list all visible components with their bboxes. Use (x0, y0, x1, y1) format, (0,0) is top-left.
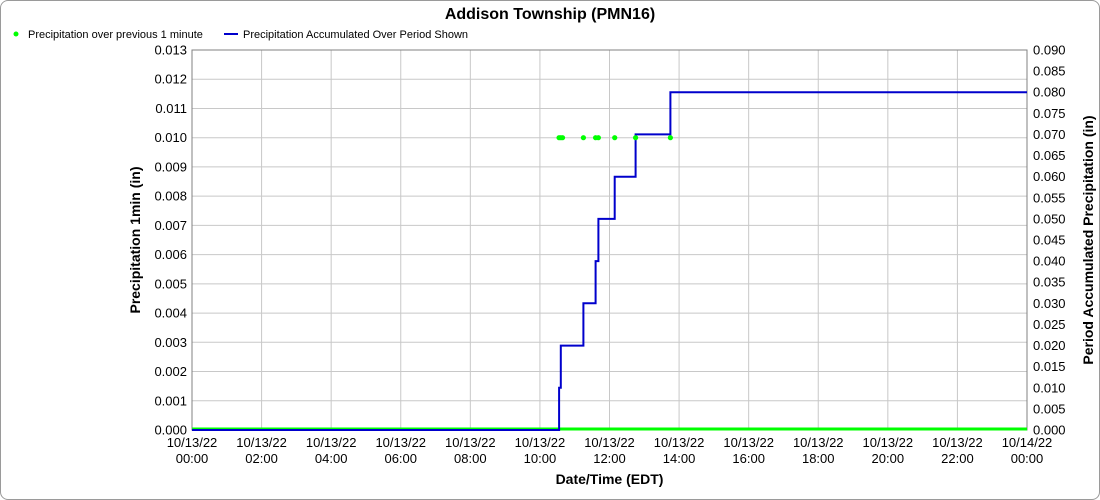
y-right-tick-4: 0.020 (1033, 338, 1066, 353)
x-tick-time-2: 04:00 (315, 451, 348, 466)
y-right-tick-18: 0.090 (1033, 43, 1066, 58)
y-right-tick-5: 0.025 (1033, 317, 1066, 332)
legend-label-1min: Precipitation over previous 1 minute (28, 29, 203, 41)
series-1min-point-5 (595, 135, 601, 141)
x-tick-time-7: 14:00 (663, 451, 696, 466)
y-left-tick-10: 0.010 (154, 130, 187, 145)
y-right-tick-14: 0.070 (1033, 127, 1066, 142)
y-left-tick-2: 0.002 (154, 364, 187, 379)
x-tick-time-5: 10:00 (524, 451, 557, 466)
x-tick-time-8: 16:00 (732, 451, 765, 466)
x-tick-date-10: 10/13/22 (863, 435, 914, 450)
y-left-tick-12: 0.012 (154, 72, 187, 87)
y-right-tick-3: 0.015 (1033, 359, 1066, 374)
x-tick-time-11: 22:00 (941, 451, 974, 466)
y-right-tick-16: 0.080 (1033, 85, 1066, 100)
y-left-tick-6: 0.006 (154, 247, 187, 262)
x-tick-time-4: 08:00 (454, 451, 487, 466)
x-tick-time-1: 02:00 (245, 451, 278, 466)
x-tick-date-1: 10/13/22 (236, 435, 287, 450)
y-left-tick-13: 0.013 (154, 43, 187, 58)
y-right-tick-15: 0.075 (1033, 106, 1066, 121)
series-1min-point-2 (559, 135, 566, 141)
x-tick-time-9: 18:00 (802, 451, 835, 466)
x-tick-time-6: 12:00 (593, 451, 626, 466)
x-tick-date-6: 10/13/22 (584, 435, 635, 450)
y-right-axis-title: Period Accumulated Precipitation (in) (1080, 115, 1096, 364)
y-left-tick-8: 0.008 (154, 189, 187, 204)
x-axis-title: Date/Time (EDT) (556, 471, 664, 487)
y-right-tick-17: 0.085 (1033, 64, 1066, 79)
y-left-tick-11: 0.011 (155, 101, 187, 116)
series-accumulated-line (192, 91, 1027, 431)
y-right-tick-13: 0.065 (1033, 148, 1066, 163)
y-right-tick-7: 0.035 (1033, 275, 1066, 290)
chart-title: Addison Township (PMN16) (445, 6, 655, 23)
series-1min-point-7 (632, 135, 639, 141)
series-1min-point-3 (580, 135, 587, 141)
y-right-tick-11: 0.055 (1033, 190, 1066, 205)
x-tick-date-3: 10/13/22 (375, 435, 426, 450)
x-tick-date-0: 10/13/22 (167, 435, 218, 450)
y-right-tick-9: 0.045 (1033, 233, 1066, 248)
series-1min-point-6 (612, 135, 618, 141)
series-1min-point-8 (667, 135, 673, 141)
x-tick-date-4: 10/13/22 (445, 435, 496, 450)
y-left-tick-1: 0.001 (154, 393, 187, 408)
legend-label-accumulated: Precipitation Accumulated Over Period Sh… (243, 29, 468, 41)
x-tick-time-0: 00:00 (176, 451, 209, 466)
x-tick-date-11: 10/13/22 (932, 435, 983, 450)
x-tick-date-2: 10/13/22 (306, 435, 357, 450)
y-left-tick-5: 0.005 (154, 276, 187, 291)
x-tick-date-7: 10/13/22 (654, 435, 705, 450)
x-tick-time-10: 20:00 (872, 451, 905, 466)
y-right-tick-6: 0.030 (1033, 296, 1066, 311)
y-left-tick-7: 0.007 (154, 218, 187, 233)
y-left-tick-9: 0.009 (154, 159, 187, 174)
x-tick-time-3: 06:00 (384, 451, 417, 466)
y-left-tick-3: 0.003 (154, 335, 187, 350)
y-right-tick-1: 0.005 (1033, 401, 1066, 416)
y-right-tick-8: 0.040 (1033, 254, 1066, 269)
x-tick-date-9: 10/13/22 (793, 435, 844, 450)
x-tick-time-12: 00:00 (1011, 451, 1044, 466)
y-left-tick-0: 0.000 (154, 423, 187, 438)
y-left-axis-title: Precipitation 1min (in) (127, 166, 143, 313)
y-right-tick-12: 0.060 (1033, 169, 1066, 184)
x-tick-date-5: 10/13/22 (515, 435, 566, 450)
x-tick-date-12: 10/14/22 (1002, 435, 1053, 450)
y-right-tick-0: 0.000 (1033, 423, 1066, 438)
y-left-tick-4: 0.004 (154, 306, 187, 321)
x-tick-date-8: 10/13/22 (723, 435, 774, 450)
y-right-tick-10: 0.050 (1033, 211, 1066, 226)
y-right-tick-2: 0.010 (1033, 380, 1066, 395)
legend-marker-1min (13, 31, 19, 37)
